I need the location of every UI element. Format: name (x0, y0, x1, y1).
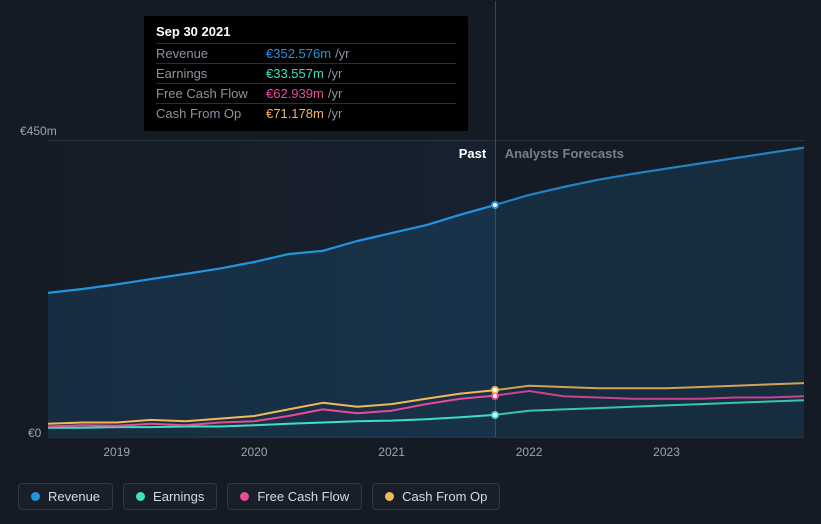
financial-chart: Past Analysts Forecasts €450m €0 2019 20… (0, 0, 821, 524)
tooltip-unit: /yr (335, 46, 349, 61)
legend-label: Cash From Op (402, 489, 487, 504)
legend-label: Revenue (48, 489, 100, 504)
x-tick: 2022 (516, 445, 543, 459)
tooltip-row-revenue: Revenue €352.576m /yr (156, 43, 456, 63)
plot-area[interactable]: Past Analysts Forecasts (48, 140, 804, 438)
tooltip-label: Free Cash Flow (156, 86, 266, 101)
y-tick-min: €0 (28, 426, 41, 440)
tooltip-label: Cash From Op (156, 106, 266, 121)
legend-swatch-icon (31, 492, 40, 501)
legend-item-cfo[interactable]: Cash From Op (372, 483, 500, 510)
chart-lines-svg (48, 141, 804, 437)
legend-item-earnings[interactable]: Earnings (123, 483, 217, 510)
tooltip-label: Revenue (156, 46, 266, 61)
x-tick: 2021 (378, 445, 405, 459)
hover-marker-cfo (491, 386, 499, 394)
y-tick-max: €450m (20, 124, 57, 138)
x-tick: 2023 (653, 445, 680, 459)
tooltip-unit: /yr (328, 86, 342, 101)
tooltip-unit: /yr (328, 66, 342, 81)
tooltip-unit: /yr (328, 106, 342, 121)
tooltip-date: Sep 30 2021 (156, 24, 456, 39)
legend-label: Free Cash Flow (257, 489, 349, 504)
legend-item-revenue[interactable]: Revenue (18, 483, 113, 510)
tooltip-row-fcf: Free Cash Flow €62.939m /yr (156, 83, 456, 103)
hover-tooltip: Sep 30 2021 Revenue €352.576m /yr Earnin… (144, 16, 468, 131)
legend-item-fcf[interactable]: Free Cash Flow (227, 483, 362, 510)
tooltip-value: €71.178m (266, 106, 324, 121)
x-tick: 2019 (103, 445, 130, 459)
tooltip-value: €62.939m (266, 86, 324, 101)
legend-label: Earnings (153, 489, 204, 504)
hover-marker-revenue (491, 201, 499, 209)
legend-swatch-icon (136, 492, 145, 501)
legend: Revenue Earnings Free Cash Flow Cash Fro… (18, 483, 500, 510)
tooltip-row-earnings: Earnings €33.557m /yr (156, 63, 456, 83)
legend-swatch-icon (240, 492, 249, 501)
tooltip-label: Earnings (156, 66, 266, 81)
tooltip-value: €33.557m (266, 66, 324, 81)
tooltip-row-cfo: Cash From Op €71.178m /yr (156, 103, 456, 123)
tooltip-value: €352.576m (266, 46, 331, 61)
x-tick: 2020 (241, 445, 268, 459)
hover-marker-earnings (491, 411, 499, 419)
legend-swatch-icon (385, 492, 394, 501)
